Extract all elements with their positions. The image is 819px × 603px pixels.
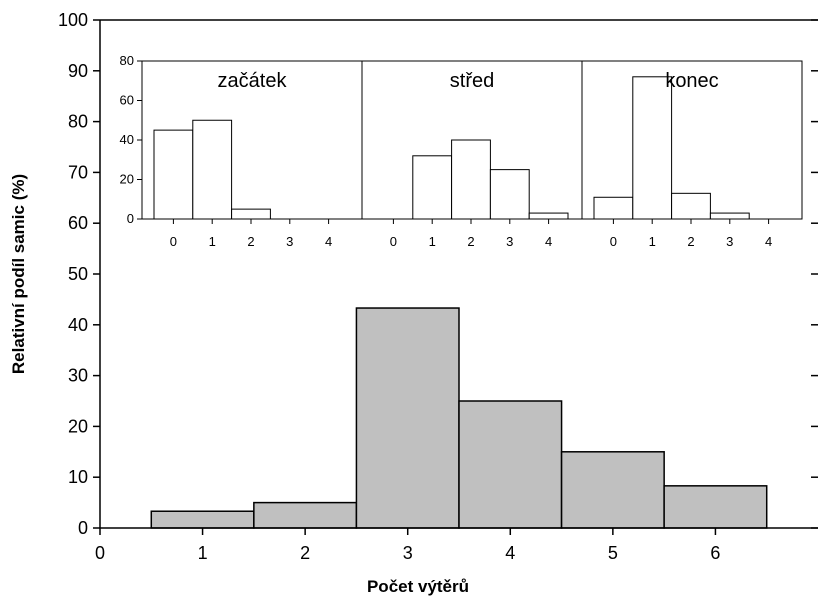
inset-y-tick-label-80: 80 <box>120 53 134 68</box>
y-tick-label-90: 90 <box>68 61 88 81</box>
x-tick-label-2: 2 <box>300 543 310 563</box>
inset-y-tick-label-20: 20 <box>120 172 134 187</box>
inset-x-tick-label-2: 2 <box>247 234 254 249</box>
y-tick-label-100: 100 <box>58 10 88 30</box>
x-tick-label-6: 6 <box>710 543 720 563</box>
inset-bar-1 <box>632 76 673 220</box>
inset-bar-0 <box>593 196 634 220</box>
inset-bar-3 <box>709 212 750 220</box>
inset-x-tick-label-2: 2 <box>467 234 474 249</box>
y-tick-label-80: 80 <box>68 112 88 132</box>
inset-title: konec <box>665 70 718 92</box>
y-tick-label-30: 30 <box>68 366 88 386</box>
bar-2 <box>253 501 358 529</box>
inset-bar-4 <box>528 212 569 220</box>
inset-panel-střed: 0 1 2 3 4 střed <box>361 60 583 249</box>
inset-y-tick-label-40: 40 <box>120 132 134 147</box>
inset-x-tick-label-2: 2 <box>687 234 694 249</box>
inset-x-tick-label-3: 3 <box>286 234 293 249</box>
inset-x-tick-label-1: 1 <box>649 234 656 249</box>
inset-frame <box>581 60 803 220</box>
inset-y-tick-label-60: 60 <box>120 93 134 108</box>
inset-panel-začátek: 0 1 2 3 4 začátek 0 20 40 60 80 <box>120 53 363 249</box>
inset-title: začátek <box>218 70 288 92</box>
inset-x-tick-label-4: 4 <box>545 234 552 249</box>
x-tick-label-4: 4 <box>505 543 515 563</box>
bar-3 <box>355 307 460 529</box>
inset-x-tick-label-4: 4 <box>325 234 332 249</box>
inset-bar-2 <box>231 208 271 220</box>
inset-title: střed <box>450 70 494 92</box>
inset-bar-2 <box>451 139 491 220</box>
inset-x-tick-label-3: 3 <box>726 234 733 249</box>
inset-y-tick-label-0: 0 <box>127 211 134 226</box>
x-tick-label-0: 0 <box>95 543 105 563</box>
y-tick-label-60: 60 <box>68 213 88 233</box>
inset-x-tick-label-4: 4 <box>765 234 772 249</box>
y-tick-label-50: 50 <box>68 264 88 284</box>
inset-panel-konec: 0 1 2 3 4 konec <box>581 60 803 249</box>
y-axis-title: Relativní podíl samic (%) <box>9 174 28 374</box>
bar-5 <box>560 451 665 529</box>
y-tick-label-70: 70 <box>68 162 88 182</box>
inset-panels: 0 1 2 3 4 začátek 0 20 40 60 80 0 1 2 3 4 střed 0 1 2 3 4 kone… <box>120 53 803 249</box>
bar-6 <box>663 485 768 529</box>
inset-x-tick-label-0: 0 <box>170 234 177 249</box>
y-tick-label-20: 20 <box>68 416 88 436</box>
y-tick-label-0: 0 <box>78 518 88 538</box>
x-tick-label-5: 5 <box>608 543 618 563</box>
inset-bar-0 <box>153 129 194 220</box>
inset-x-tick-label-0: 0 <box>390 234 397 249</box>
x-tick-label-1: 1 <box>198 543 208 563</box>
bar-4 <box>458 400 563 529</box>
inset-x-tick-label-1: 1 <box>429 234 436 249</box>
y-tick-label-40: 40 <box>68 315 88 335</box>
x-axis-title: Počet výtěrů <box>367 577 469 596</box>
x-tick-label-3: 3 <box>403 543 413 563</box>
inset-bar-2 <box>671 192 711 220</box>
inset-x-tick-label-0: 0 <box>610 234 617 249</box>
inset-bar-1 <box>192 119 233 220</box>
bar-1 <box>150 510 255 529</box>
main-bars <box>150 307 768 529</box>
inset-x-tick-label-3: 3 <box>506 234 513 249</box>
inset-x-tick-label-1: 1 <box>209 234 216 249</box>
inset-bar-3 <box>489 169 530 220</box>
inset-bar-1 <box>412 155 453 220</box>
y-tick-label-10: 10 <box>68 467 88 487</box>
